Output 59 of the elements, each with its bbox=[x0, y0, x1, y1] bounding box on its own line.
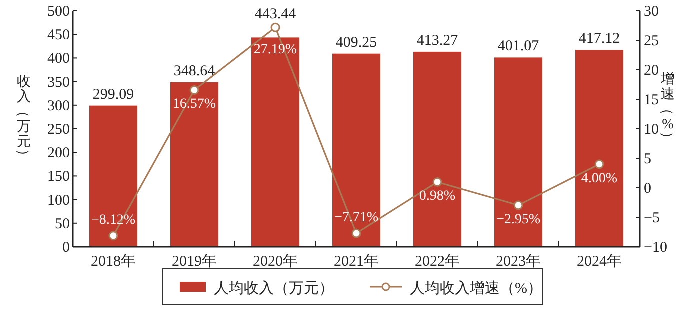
point bbox=[432, 177, 442, 187]
point bbox=[108, 231, 118, 241]
data-label: 348.64 bbox=[174, 63, 216, 80]
x-tick-label: 2023年 bbox=[496, 253, 541, 270]
bar bbox=[170, 82, 218, 247]
bar bbox=[494, 58, 542, 247]
y-tick-label: 300 bbox=[48, 98, 70, 114]
y-tick-label: 100 bbox=[48, 192, 70, 209]
point bbox=[352, 228, 362, 238]
x-tick-label: 2020年 bbox=[253, 253, 298, 270]
x-tick-label: 2019年 bbox=[172, 253, 217, 270]
data-label: 443.44 bbox=[254, 6, 297, 23]
legend-label: 人均收入增速（%） bbox=[410, 280, 542, 297]
data-label: 4.00% bbox=[581, 171, 618, 186]
data-label: 401.07 bbox=[498, 38, 540, 55]
y2-tick-label: 15 bbox=[644, 92, 659, 108]
y2-tick-label: −10 bbox=[644, 240, 668, 256]
y-axis-title: 收入（万元） bbox=[15, 74, 31, 163]
y2-axis-title: 增速（%） bbox=[659, 72, 675, 146]
y-tick-label: 350 bbox=[48, 74, 70, 91]
point bbox=[514, 200, 524, 210]
data-label: 299.09 bbox=[92, 86, 134, 103]
bar bbox=[332, 54, 380, 247]
x-tick-label: 2018年 bbox=[91, 253, 136, 270]
data-label: −7.71% bbox=[334, 210, 379, 226]
y-tick-label: 450 bbox=[48, 28, 70, 44]
y2-tick-label: 20 bbox=[644, 63, 659, 79]
bar bbox=[414, 52, 462, 247]
y-tick-label: 150 bbox=[48, 169, 70, 186]
y2-tick-label: 30 bbox=[644, 4, 659, 20]
y-tick-label: 500 bbox=[48, 4, 70, 20]
data-label: 409.25 bbox=[336, 34, 378, 51]
x-tick-label: 2021年 bbox=[334, 253, 379, 270]
point bbox=[594, 160, 604, 170]
legend-label: 人均收入（万元） bbox=[214, 280, 334, 297]
data-label: 27.19% bbox=[254, 42, 298, 58]
y2-tick-label: 10 bbox=[644, 122, 659, 138]
y2-tick-label: 25 bbox=[644, 34, 659, 50]
point bbox=[270, 22, 280, 32]
x-tick-label: 2024年 bbox=[577, 253, 622, 270]
y2-tick-label: 0 bbox=[644, 181, 652, 197]
data-label: −8.12% bbox=[91, 212, 136, 228]
data-label: 16.57% bbox=[172, 97, 216, 112]
data-label: 413.27 bbox=[416, 32, 459, 49]
data-label: −2.95% bbox=[496, 212, 541, 228]
y2-tick-label: −5 bbox=[644, 210, 660, 226]
data-label: 0.98% bbox=[419, 189, 456, 204]
y-tick-label: 200 bbox=[48, 146, 70, 162]
y-tick-label: 400 bbox=[48, 51, 70, 68]
y-tick-label: 0 bbox=[62, 240, 70, 256]
x-tick-label: 2022年 bbox=[415, 253, 460, 270]
y-tick-label: 50 bbox=[55, 216, 70, 232]
data-label: 417.12 bbox=[578, 31, 620, 48]
bar bbox=[252, 38, 300, 247]
point bbox=[190, 85, 200, 95]
bar bbox=[90, 106, 138, 247]
y-tick-label: 250 bbox=[48, 122, 70, 138]
y2-tick-label: 5 bbox=[644, 152, 652, 168]
bar bbox=[576, 50, 624, 247]
